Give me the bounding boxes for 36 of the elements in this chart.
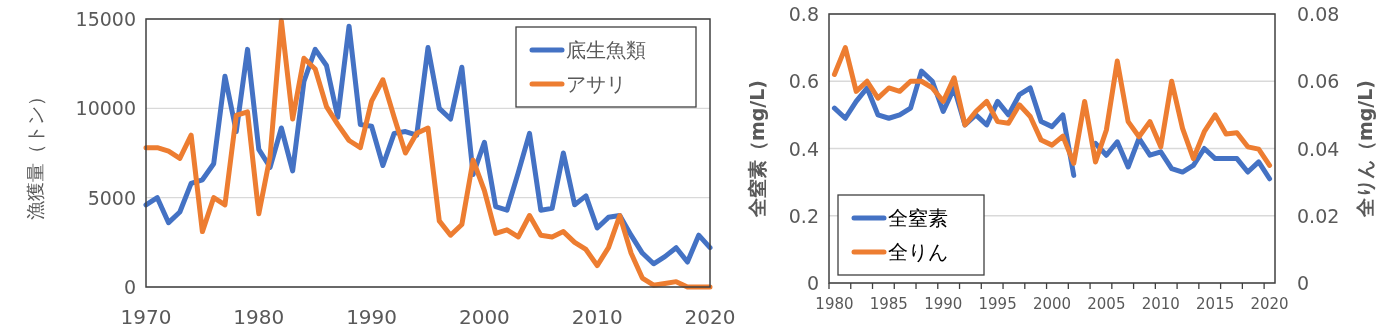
x-tick-label: 1990 xyxy=(924,295,963,313)
y-tick-label: 0.8 xyxy=(788,3,819,25)
x-tick-label: 2020 xyxy=(684,305,736,329)
x-tick-label: 1970 xyxy=(120,305,172,329)
y2-axis-title: 全りん（mg/L) xyxy=(1353,79,1376,219)
x-tick-label: 2000 xyxy=(458,305,510,329)
x-tick-label: 2010 xyxy=(1141,295,1180,313)
x-tick-label: 1980 xyxy=(233,305,285,329)
legend-label: 全りん xyxy=(888,240,948,264)
y2-tick-label: 0.08 xyxy=(1297,3,1340,25)
legend-label: 底生魚類 xyxy=(566,38,646,62)
x-tick-label: 2010 xyxy=(571,305,623,329)
y-tick-label: 0 xyxy=(806,272,819,294)
y2-tick-label: 0 xyxy=(1297,272,1310,294)
x-tick-label: 1995 xyxy=(978,295,1017,313)
y-tick-label: 5000 xyxy=(87,186,136,209)
x-tick-label: 2000 xyxy=(1032,295,1072,313)
legend-label: アサリ xyxy=(566,72,626,96)
x-tick-label: 1990 xyxy=(346,305,398,329)
legend-label: 全窒素 xyxy=(888,206,948,230)
x-tick-label: 1980 xyxy=(815,295,854,313)
y-axis-title: 全窒素（mg/L) xyxy=(745,79,768,219)
x-tick-label: 1985 xyxy=(869,295,908,313)
y-axis-title: 漁獲量（トン） xyxy=(23,86,46,220)
y-tick-label: 10000 xyxy=(75,97,136,120)
y-tick-label: 0.4 xyxy=(788,137,819,160)
y-tick-label: 15000 xyxy=(75,8,136,30)
y-tick-label: 0.6 xyxy=(788,70,819,93)
y2-tick-label: 0.02 xyxy=(1297,204,1340,227)
y-tick-label: 0 xyxy=(123,276,136,298)
y2-tick-label: 0.04 xyxy=(1297,137,1340,160)
x-tick-label: 2020 xyxy=(1250,295,1289,313)
y-tick-label: 0.2 xyxy=(788,204,819,227)
x-tick-label: 2015 xyxy=(1196,295,1235,313)
y2-tick-label: 0.06 xyxy=(1297,70,1340,93)
x-tick-label: 2005 xyxy=(1087,295,1126,313)
